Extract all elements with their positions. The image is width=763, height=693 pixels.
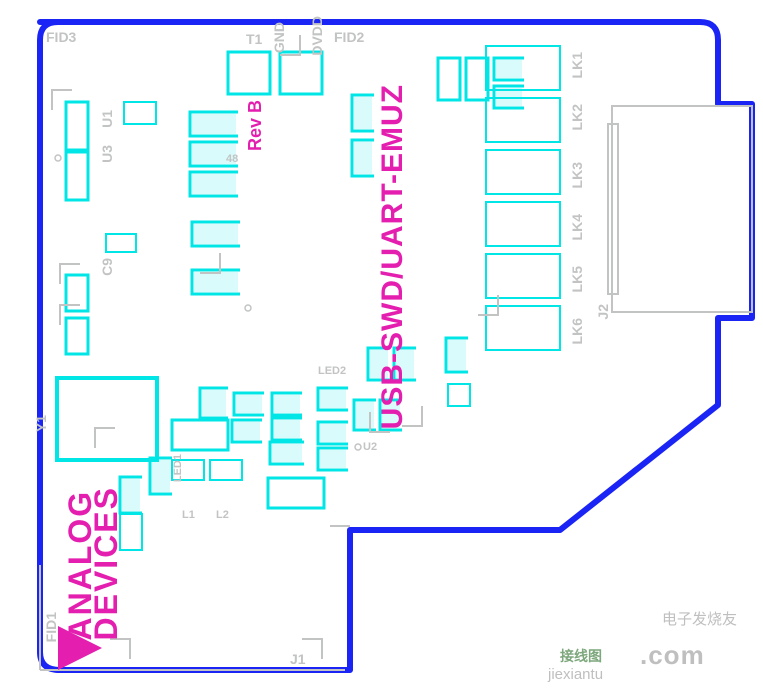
analog-devices-logo-text: ANALOG DEVICES [67, 486, 119, 640]
refdes-led2: LED2 [318, 366, 346, 377]
refdes-fid2: FID2 [334, 30, 364, 44]
refdes-l2: L2 [216, 510, 229, 521]
refdes-gnd: GND [272, 22, 286, 53]
devices-word: DEVICES [88, 486, 124, 640]
refdes-l1: L1 [182, 510, 195, 521]
refdes-fid3: FID3 [46, 30, 76, 44]
refdes-u2: U2 [363, 442, 377, 453]
refdes-48: 48 [226, 154, 238, 165]
refdes-j1: J1 [290, 652, 306, 666]
watermark-cn: 接线图 [560, 646, 602, 666]
stage: Rev B USB-SWD/UART-EMUZ ANALOG DEVICES 接… [0, 0, 763, 693]
refdes-lk2: LK2 [570, 104, 584, 130]
refdes-j2: J2 [596, 304, 610, 320]
refdes-dvdd: DVDD [310, 16, 324, 56]
rev-label: Rev B [246, 100, 264, 151]
refdes-u1: U1 [100, 110, 114, 128]
refdes-lk1: LK1 [570, 52, 584, 78]
watermark-com: .com [640, 640, 705, 671]
refdes-t1: T1 [246, 32, 262, 46]
refdes-lk5: LK5 [570, 266, 584, 292]
refdes-lk6: LK6 [570, 318, 584, 344]
refdes-c9: C9 [100, 258, 114, 276]
analog-devices-logo-triangle-icon [58, 626, 102, 670]
watermark-domain: jiexiantu [548, 666, 603, 683]
refdes-lk3: LK3 [570, 162, 584, 188]
board-name-label: USB-SWD/UART-EMUZ [378, 84, 408, 429]
refdes-lk4: LK4 [570, 214, 584, 240]
refdes-u3: U3 [100, 145, 114, 163]
refdes-y1: Y1 [34, 415, 48, 432]
watermark-logo: 电子发烧友 [662, 608, 737, 629]
refdes-fid1: FID1 [44, 612, 58, 642]
refdes-led1: LED1 [173, 454, 184, 482]
